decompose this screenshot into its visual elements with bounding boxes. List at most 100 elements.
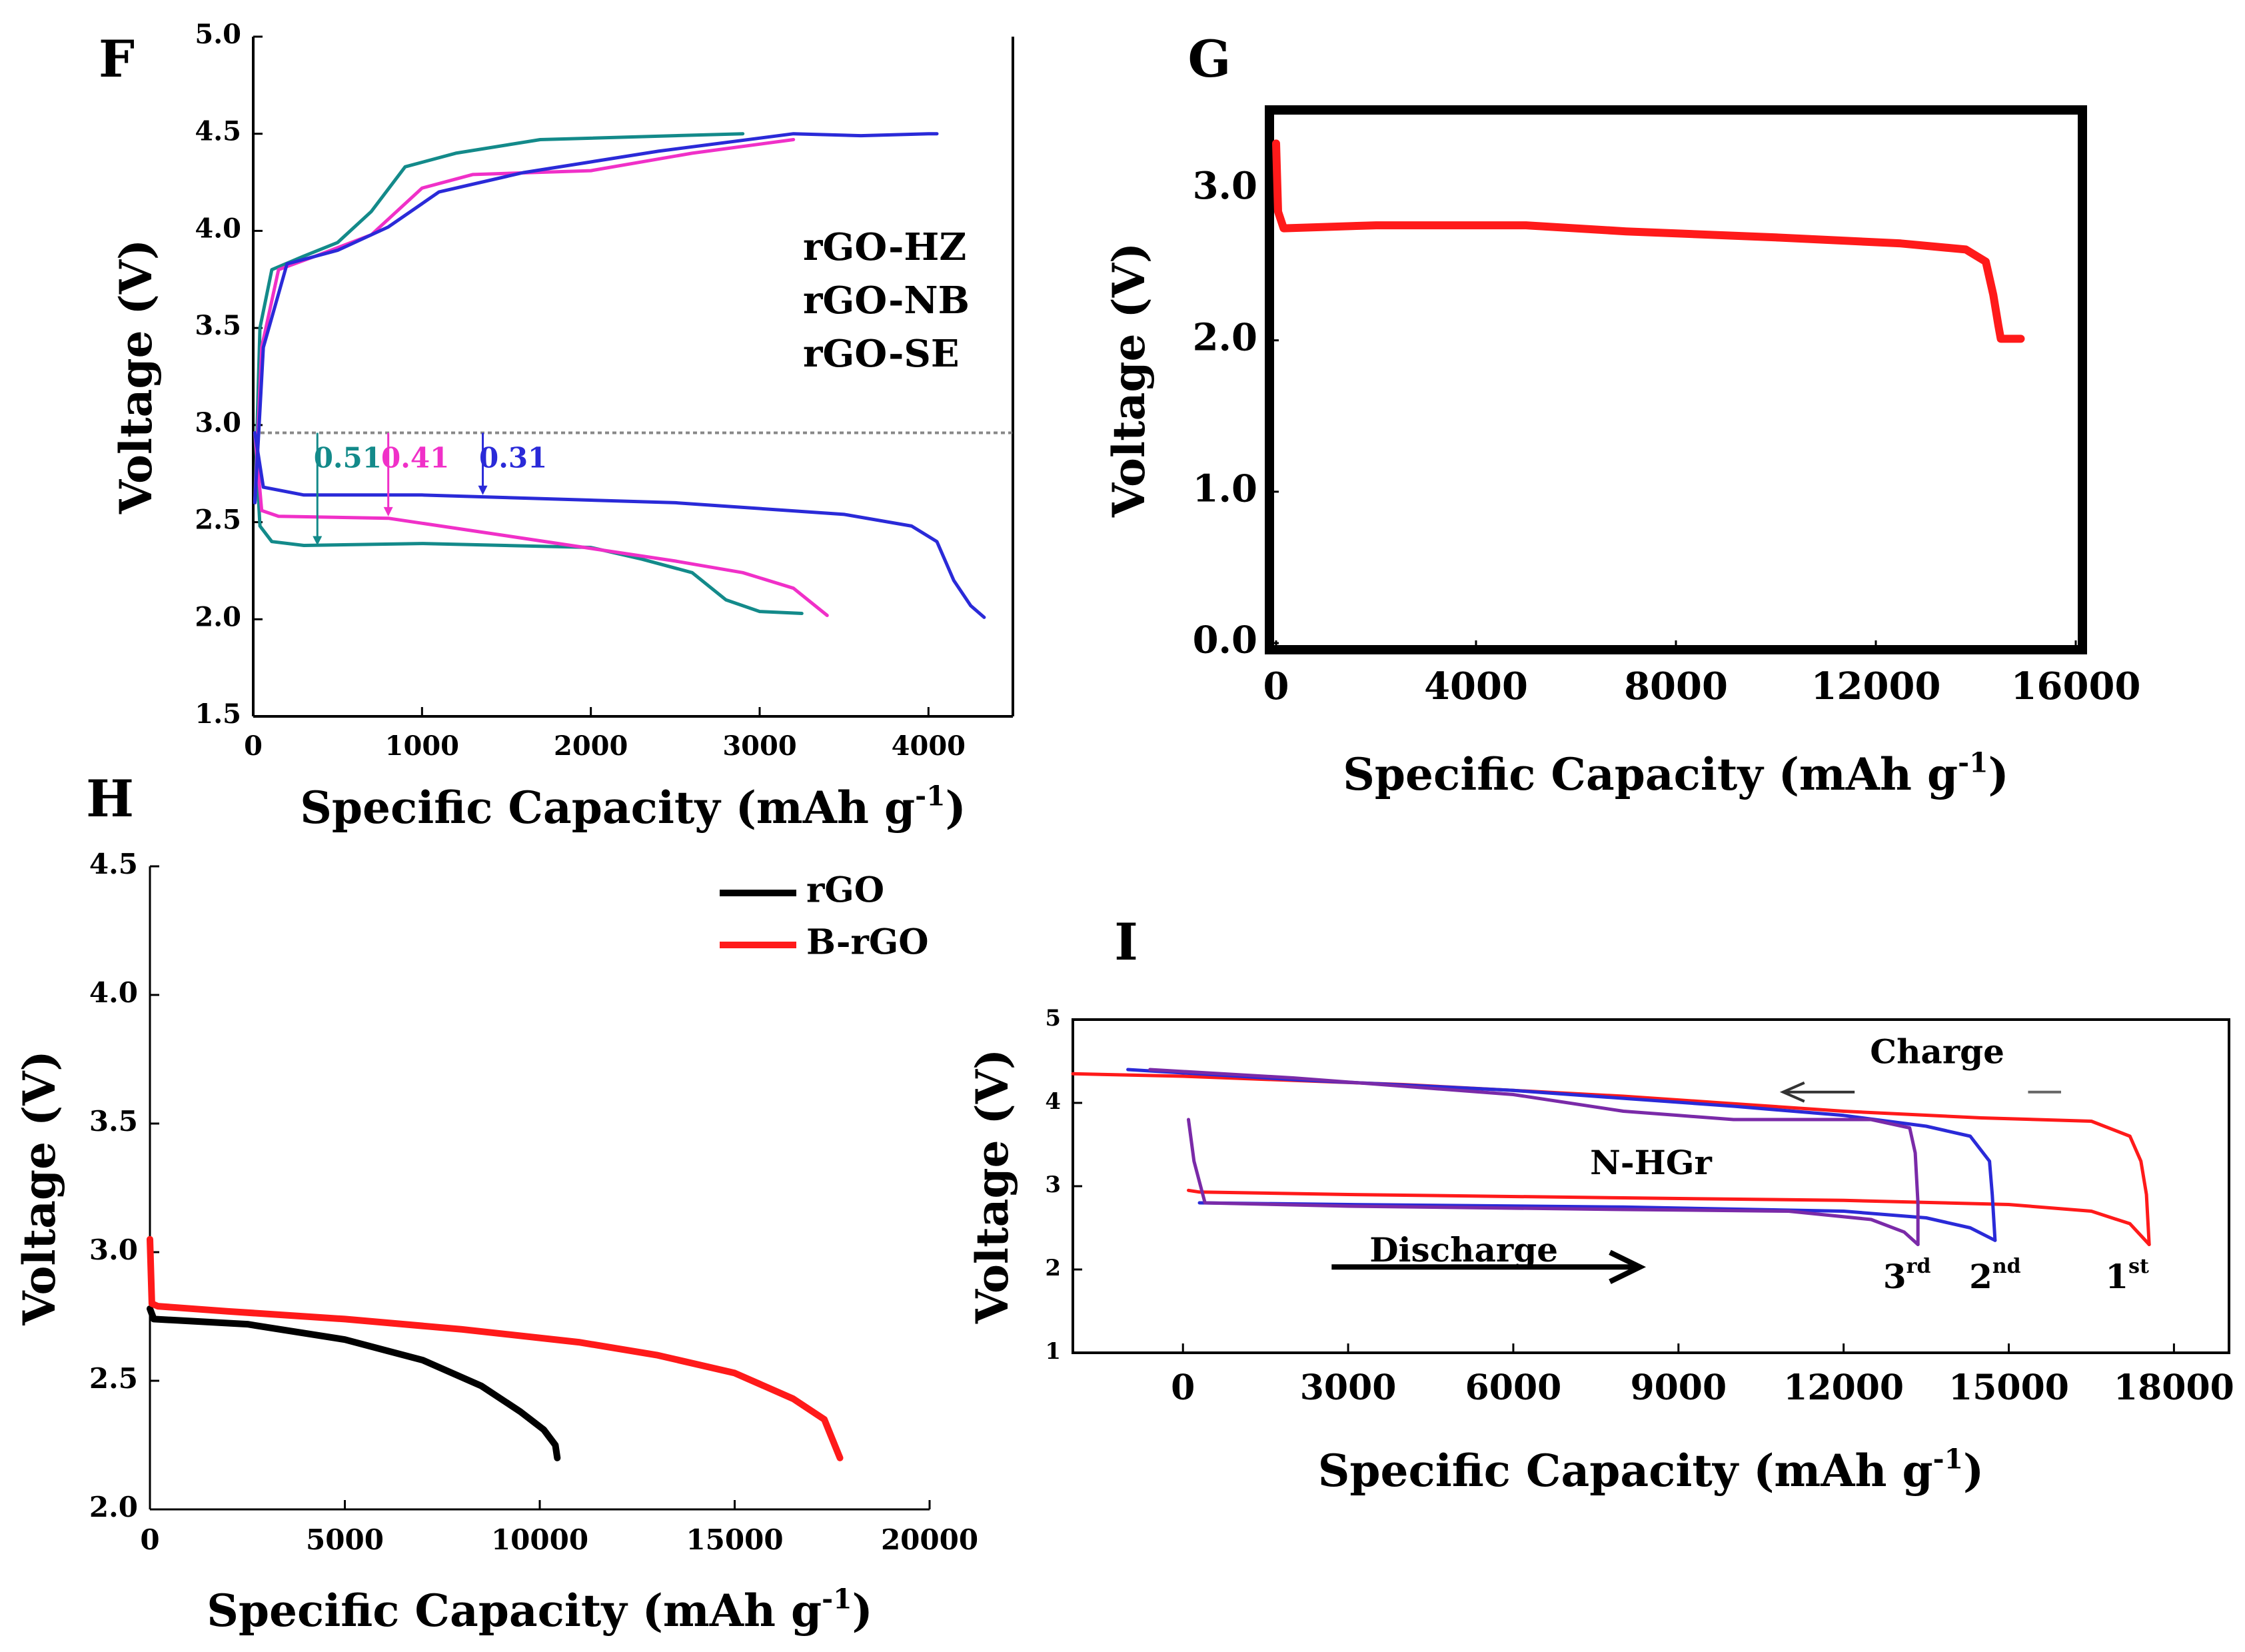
x-axis-label-close: ) xyxy=(1963,1445,1984,1497)
y-tick-label: 4.0 xyxy=(89,976,138,1009)
panel-letter-g: G xyxy=(1188,29,1231,89)
series-line-1 xyxy=(147,1305,561,1461)
annotation-label: Charge xyxy=(1870,1032,2004,1072)
chart-panel-f: F 1.5 2.0 2.5 3.0 3.5 4.0 4.5 5.0 0 1000 2000 3000 40… xyxy=(99,19,1014,834)
x-tick-label: 9000 xyxy=(1630,1367,1727,1408)
x-tick-label: 16000 xyxy=(2011,664,2141,708)
x-tick-label: 18000 xyxy=(2114,1367,2234,1408)
series-line-6 xyxy=(253,132,939,504)
x-tick-label: 0 xyxy=(140,1523,159,1556)
x-axis-label-superscript: -1 xyxy=(822,1583,852,1615)
series-line-2 xyxy=(253,132,745,504)
x-axis-label-superscript: -1 xyxy=(1933,1443,1963,1475)
y-tick-label: 4.5 xyxy=(195,116,241,147)
gap-arrow-head xyxy=(313,536,323,546)
x-tick-label: 5000 xyxy=(306,1523,384,1556)
y-tick-label: 1 xyxy=(1045,1338,1061,1365)
y-tick-label: 1.5 xyxy=(195,698,241,730)
annotation-superscript: rd xyxy=(1906,1255,1931,1278)
x-tick-label: 3000 xyxy=(1300,1367,1397,1408)
y-tick-label: 5 xyxy=(1045,1005,1061,1032)
panels: F1.52.02.53.03.54.04.55.00 1000 2000 3000 40… xyxy=(13,19,2234,1637)
gap-label: 0.51 xyxy=(314,441,382,474)
series-line-5 xyxy=(253,431,986,619)
series-line-2 xyxy=(147,1236,844,1461)
annotation-superscript: st xyxy=(2128,1255,2149,1278)
x-tick-label: 15000 xyxy=(1948,1367,2069,1408)
x-axis-label: Specific Capacity (mAh g-1) xyxy=(1318,1443,1984,1497)
y-tick-label: 3.5 xyxy=(195,310,241,341)
y-axis-label: Voltage (V) xyxy=(966,1049,1018,1324)
x-tick-label: 10000 xyxy=(491,1523,588,1556)
series-line-2 xyxy=(1187,1188,2151,1246)
y-tick-label: 3.0 xyxy=(1193,164,1257,208)
annotation-label: 2nd xyxy=(1969,1255,2021,1296)
x-tick-label: 0 xyxy=(1263,664,1289,708)
x-tick-label: 2000 xyxy=(554,730,628,762)
y-tick-label: 2.0 xyxy=(89,1491,138,1523)
y-tick-label: 3 xyxy=(1045,1172,1061,1198)
y-tick-label: 2.5 xyxy=(89,1362,138,1395)
chart-panel-h: H2.02.53.03.54.04.50 5000 10000 15000 20000S… xyxy=(13,769,978,1637)
chart-panel-g: G 0.0 1.0 2.0 3.0 0 4000 8000 12000 16000Specific… xyxy=(1103,29,2140,800)
x-tick-label: 3000 xyxy=(722,730,796,762)
series-line-6 xyxy=(1187,1118,1920,1246)
x-tick-label: 1000 xyxy=(385,730,459,762)
y-tick-label: 2.0 xyxy=(1193,315,1257,359)
y-tick-label: 3.0 xyxy=(195,407,241,438)
y-axis-label: Voltage (V) xyxy=(110,239,162,514)
legend-entry-1: rGO xyxy=(806,870,884,911)
y-tick-label: 2 xyxy=(1045,1255,1061,1281)
y-tick-label: 3.0 xyxy=(89,1234,138,1266)
annotation-label: Discharge xyxy=(1369,1230,1558,1269)
y-tick-label: 2.0 xyxy=(195,601,241,632)
panel-letter-i: I xyxy=(1114,912,1138,972)
gap-label: 0.41 xyxy=(381,441,449,474)
x-tick-label: 0 xyxy=(1171,1367,1195,1408)
x-axis-label: Specific Capacity (mAh g-1) xyxy=(1343,747,2009,800)
y-tick-label: 1.0 xyxy=(1193,467,1257,511)
x-axis-label-superscript: -1 xyxy=(915,780,945,812)
gap-arrow-head xyxy=(478,485,488,495)
x-tick-label: 4000 xyxy=(892,730,966,762)
series-line-1 xyxy=(1272,139,2025,343)
annotation-label: N-HGr xyxy=(1590,1143,1712,1182)
gap-label: 0.31 xyxy=(479,441,547,474)
x-tick-label: 15000 xyxy=(686,1523,783,1556)
x-tick-label: 0 xyxy=(244,730,263,762)
gap-arrow-head xyxy=(383,506,393,516)
series-line-3 xyxy=(253,431,829,617)
x-axis-label: Specific Capacity (mAh g-1) xyxy=(300,780,966,834)
legend-entry-2: rGO-NB xyxy=(803,279,970,323)
y-tick-label: 4.0 xyxy=(195,213,241,244)
series-line-5 xyxy=(1148,1068,1920,1246)
x-axis-label: Specific Capacity (mAh g-1) xyxy=(207,1583,873,1637)
chart-panel-i: I 1 2 3 4 5 0 3000 6000 9000 12000 15000 18000 Specif… xyxy=(966,912,2234,1497)
series-line-4 xyxy=(253,138,796,504)
y-tick-label: 0.0 xyxy=(1193,618,1257,662)
y-tick-label: 4 xyxy=(1045,1088,1061,1115)
legend-entry-3: rGO-SE xyxy=(803,332,960,376)
direction-arrow-head-1 xyxy=(1779,1081,1805,1103)
x-axis-label-superscript: -1 xyxy=(1958,747,1988,779)
annotation-superscript: nd xyxy=(1992,1255,2021,1278)
y-tick-label: 2.5 xyxy=(195,504,241,536)
x-tick-label: 20000 xyxy=(881,1523,978,1556)
x-tick-label: 4000 xyxy=(1424,664,1528,708)
panel-letter-h: H xyxy=(86,769,134,828)
x-tick-label: 6000 xyxy=(1465,1367,1562,1408)
legend-entry-2: B-rGO xyxy=(806,922,929,963)
x-axis-label-close: ) xyxy=(1988,748,2009,800)
y-axis-label: Voltage (V) xyxy=(13,1050,65,1325)
legend-entry-1: rGO-HZ xyxy=(803,225,966,269)
y-axis-label: Voltage (V) xyxy=(1103,243,1155,518)
x-tick-label: 12000 xyxy=(1811,664,1941,708)
x-tick-label: 8000 xyxy=(1624,664,1728,708)
panel-letter-f: F xyxy=(99,29,135,89)
x-axis-label-close: ) xyxy=(946,782,966,834)
direction-arrow-head-2 xyxy=(1609,1249,1647,1284)
y-tick-label: 5.0 xyxy=(195,19,241,50)
x-axis-label-close: ) xyxy=(852,1585,873,1637)
y-tick-label: 4.5 xyxy=(89,848,138,880)
